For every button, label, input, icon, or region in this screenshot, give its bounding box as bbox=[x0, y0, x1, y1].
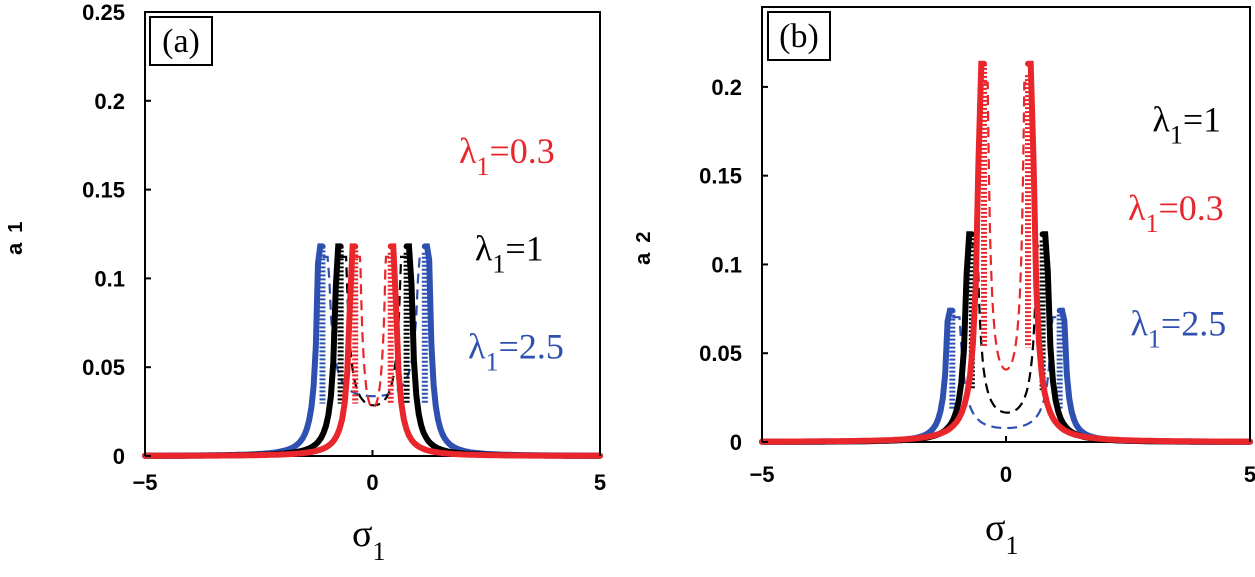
unstable-branch bbox=[322, 255, 425, 398]
y-tick-label-a: 0.05 bbox=[82, 355, 125, 380]
y-tick-label-b: 0.1 bbox=[711, 252, 742, 277]
y-axis-label-a: a1 bbox=[2, 222, 27, 255]
x-tick-label-a: −5 bbox=[132, 470, 157, 495]
series-layer-b bbox=[759, 60, 1253, 445]
tick-layer-b: −5 0 5 0 0.05 0.1 0.15 0.2 bbox=[699, 75, 1255, 487]
series-a-red bbox=[142, 243, 603, 459]
x-tick-label-a: 5 bbox=[594, 470, 606, 495]
y-tick-label-a: 0.15 bbox=[82, 178, 125, 203]
x-axis-label-sub-b: 1 bbox=[1005, 531, 1018, 560]
x-tick-label-a: 0 bbox=[366, 470, 378, 495]
unstable-branch bbox=[355, 255, 391, 410]
x-axis-label-b: σ1 bbox=[985, 507, 1018, 560]
y-axis-label-sub-a: 1 bbox=[5, 222, 27, 233]
x-axis-label-sub-a: 1 bbox=[372, 537, 385, 566]
x-tick-label-b: −5 bbox=[749, 462, 774, 487]
x-axis-label-a: σ1 bbox=[352, 513, 385, 566]
series-layer-a bbox=[142, 243, 603, 459]
y-tick-label-b: 0.15 bbox=[699, 164, 742, 189]
unstable-branch bbox=[952, 316, 1060, 430]
annotation-a-black: λ1=1 bbox=[475, 229, 544, 279]
series-b-red bbox=[759, 60, 1253, 445]
stable-branch-right bbox=[1025, 60, 1253, 445]
x-tick-label-b: 0 bbox=[1000, 462, 1012, 487]
y-axis-label-sub-b: 2 bbox=[633, 232, 655, 243]
y-tick-label-b: 0 bbox=[730, 430, 742, 455]
panel-tag-a: (a) bbox=[162, 23, 200, 60]
annotation-a-blue: λ1=2.5 bbox=[468, 326, 564, 376]
y-tick-label-b: 0.05 bbox=[699, 341, 742, 366]
tick-layer-a: −5 0 5 0 0.05 0.1 0.15 0.2 0.25 bbox=[82, 0, 606, 495]
panel-a: −5 0 5 0 0.05 0.1 0.15 0.2 0.25 (a) σ1 a1 λ1=0.3… bbox=[2, 0, 606, 566]
annotation-b-blue: λ1=2.5 bbox=[1130, 303, 1226, 353]
y-tick-label-a: 0.25 bbox=[82, 0, 125, 25]
panel-tag-b: (b) bbox=[779, 18, 819, 55]
y-tick-label-a: 0 bbox=[113, 444, 125, 469]
x-tick-label-b: 5 bbox=[1244, 462, 1255, 487]
y-tick-label-a: 0.2 bbox=[94, 89, 125, 114]
annotation-layer-a: λ1=0.3 λ1=1 λ1=2.5 bbox=[459, 131, 564, 376]
annotation-layer-b: λ1=1 λ1=0.3 λ1=2.5 bbox=[1128, 99, 1226, 353]
stable-branch-left bbox=[142, 243, 344, 459]
y-tick-label-a: 0.1 bbox=[94, 266, 125, 291]
unstable-branch bbox=[971, 243, 1043, 414]
y-tick-label-b: 0.2 bbox=[711, 75, 742, 100]
stable-branch-left bbox=[142, 243, 359, 459]
stable-branch-left bbox=[759, 307, 956, 445]
stable-branch-right bbox=[387, 243, 603, 459]
stable-branch-left bbox=[759, 60, 987, 445]
panel-tag-box-b bbox=[767, 11, 831, 61]
annotation-b-red: λ1=0.3 bbox=[1128, 188, 1224, 238]
panel-b: −5 0 5 0 0.05 0.1 0.15 0.2 (b) σ1 a2 λ1=1 λ1=0.3… bbox=[630, 6, 1255, 560]
annotation-b-black: λ1=1 bbox=[1152, 99, 1221, 149]
unstable-branch bbox=[984, 81, 1028, 371]
panel-tag-box-a bbox=[149, 16, 213, 66]
annotation-a-red: λ1=0.3 bbox=[459, 131, 555, 181]
stable-branch-left bbox=[142, 243, 326, 459]
y-axis-label-b: a2 bbox=[630, 232, 655, 265]
